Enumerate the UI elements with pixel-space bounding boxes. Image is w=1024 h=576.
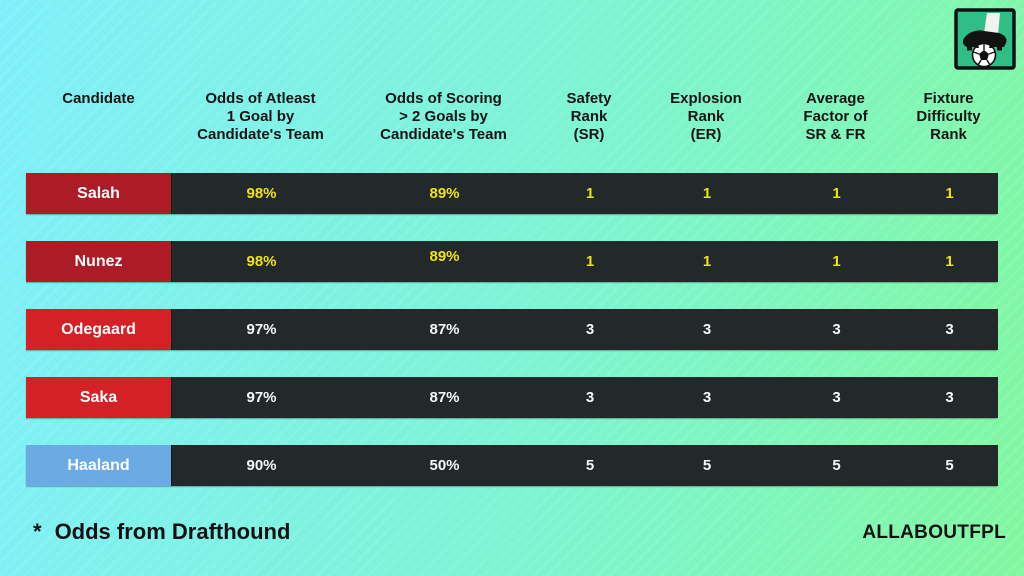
odds-1goal-value: 97% — [246, 321, 277, 338]
explosion-rank-value: 1 — [702, 253, 712, 270]
odds-1goal-value: 98% — [246, 253, 277, 270]
header-odds-1goal: Odds of Atleast 1 Goal by Candidate's Te… — [197, 90, 324, 143]
odds-2goals-value: 89% — [429, 185, 460, 202]
safety-rank-value: 1 — [585, 185, 595, 202]
header-candidate: Candidate — [62, 90, 135, 107]
header-average-factor: Average Factor of SR & FR — [803, 90, 868, 143]
average-factor-value: 5 — [832, 457, 841, 474]
fixture-difficulty-value: 1 — [945, 185, 954, 202]
odds-2goals-value: 87% — [429, 321, 460, 338]
row-values-bar: 97% 87% 3 3 3 3 — [171, 377, 998, 418]
player-name-cell: Odegaard — [26, 309, 171, 350]
odds-2goals-value: 87% — [429, 389, 460, 406]
row-values-bar: 90% 50% 5 5 5 5 — [171, 445, 998, 486]
table-row: Haaland 90% 50% 5 5 5 5 — [26, 445, 998, 486]
odds-1goal-value: 98% — [246, 185, 277, 202]
player-name-cell: Nunez — [26, 241, 171, 282]
table-row: Salah 98% 89% 1 1 1 1 — [26, 173, 998, 214]
average-factor-value: 1 — [832, 185, 841, 202]
explosion-rank-value: 3 — [702, 389, 712, 406]
header-safety-rank: Safety Rank (SR) — [566, 90, 612, 143]
boot-on-football-icon — [954, 8, 1016, 70]
safety-rank-value: 3 — [585, 321, 595, 338]
odds-source-text: Odds from Drafthound — [54, 519, 291, 544]
average-factor-value: 3 — [832, 389, 841, 406]
safety-rank-value: 1 — [585, 253, 595, 270]
player-name-cell: Salah — [26, 173, 171, 214]
row-values-bar: 98% 89% 1 1 1 1 — [171, 241, 998, 282]
header-odds-2goals: Odds of Scoring > 2 Goals by Candidate's… — [380, 90, 507, 143]
fixture-difficulty-value: 1 — [945, 253, 954, 270]
average-factor-value: 3 — [832, 321, 841, 338]
fixture-difficulty-value: 3 — [945, 321, 954, 338]
table-header-row: Candidate Odds of Atleast 1 Goal by Cand… — [26, 90, 997, 144]
table-row: Saka 97% 87% 3 3 3 3 — [26, 377, 998, 418]
table-row: Nunez 98% 89% 1 1 1 1 — [26, 241, 998, 282]
row-values-bar: 98% 89% 1 1 1 1 — [171, 173, 998, 214]
average-factor-value: 1 — [832, 253, 841, 270]
table-row: Odegaard 97% 87% 3 3 3 3 — [26, 309, 998, 350]
odds-source-note: * Odds from Drafthound — [33, 519, 290, 545]
brand-wordmark: ALLABOUTFPL — [862, 522, 1006, 543]
fixture-difficulty-value: 5 — [945, 457, 954, 474]
safety-rank-value: 5 — [585, 457, 595, 474]
asterisk: * — [33, 519, 42, 544]
odds-1goal-value: 90% — [246, 457, 277, 474]
player-name-cell: Haaland — [26, 445, 171, 486]
player-name-cell: Saka — [26, 377, 171, 418]
explosion-rank-value: 1 — [702, 185, 712, 202]
explosion-rank-value: 5 — [702, 457, 712, 474]
odds-2goals-value: 89% — [429, 248, 460, 265]
header-fixture-difficulty: Fixture Difficulty Rank — [916, 90, 981, 143]
row-values-bar: 97% 87% 3 3 3 3 — [171, 309, 998, 350]
odds-1goal-value: 97% — [246, 389, 277, 406]
header-explosion-rank: Explosion Rank (ER) — [670, 90, 742, 143]
fixture-difficulty-value: 3 — [945, 389, 954, 406]
safety-rank-value: 3 — [585, 389, 595, 406]
odds-2goals-value: 50% — [429, 457, 460, 474]
explosion-rank-value: 3 — [702, 321, 712, 338]
